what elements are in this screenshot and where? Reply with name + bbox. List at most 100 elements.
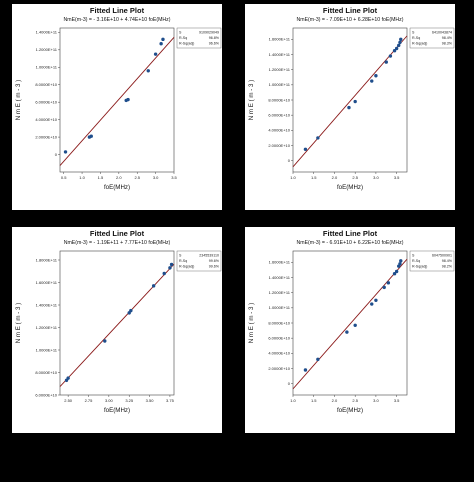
data-point	[151, 284, 156, 288]
x-tick-label: 2.5	[352, 175, 358, 180]
data-point	[316, 357, 320, 362]
chart-svg-2: Fitted Line Plot NmE(m-3) = - 7.09E+10 + …	[248, 6, 455, 191]
stats-label: R-Sq	[412, 259, 420, 263]
y-tick-label: 1.6000E+11	[36, 280, 58, 285]
x-tick-label: 3.75	[166, 398, 175, 403]
fitted-line	[59, 37, 175, 166]
y-tick-label: 8.0000E+10	[35, 82, 57, 87]
data-point	[303, 147, 308, 151]
y-axis-label: N m E ( m - 3 )	[248, 303, 255, 344]
y-tick-label: 1.4000E+11	[36, 30, 58, 35]
stats-value: 98.2%	[442, 265, 453, 269]
stats-label: R-Sq(adj)	[179, 265, 194, 269]
stats-value: 98.4%	[442, 36, 453, 40]
chart-panel-1: Fitted Line Plot NmE(m-3) = - 3.16E+10 + …	[12, 4, 222, 210]
x-tick-label: 2.0	[332, 175, 338, 180]
stats-label: R-Sq(adj)	[179, 42, 194, 46]
data-point	[161, 37, 165, 42]
data-point	[399, 259, 403, 263]
data-point	[394, 269, 399, 274]
data-point	[370, 79, 374, 83]
x-tick-label: 2.5	[134, 175, 140, 180]
x-tick-label: 3.25	[125, 398, 134, 403]
data-point	[397, 43, 401, 48]
y-tick-label: 1.4000E+11	[269, 52, 291, 57]
stats-box	[409, 250, 455, 272]
stats-box	[409, 27, 455, 49]
chart-svg-3: Fitted Line Plot NmE(m-3) = - 1.19E+11 + …	[15, 229, 222, 414]
x-tick-label: 3.50	[146, 398, 155, 403]
stats-value: 9109029049	[199, 31, 219, 35]
y-tick-label: 1.4000E+11	[269, 275, 291, 280]
regression-equation: NmE(m-3) = - 7.09E+10 + 6.28E+10 foE(MHz…	[297, 17, 404, 23]
x-tick-label: 2.75	[85, 398, 94, 403]
y-tick-label: 1.0000E+11	[269, 305, 291, 310]
chart-panel-3: Fitted Line Plot NmE(m-3) = - 1.19E+11 + …	[12, 227, 222, 433]
y-tick-label: 1.2000E+11	[269, 290, 291, 295]
data-point	[386, 281, 391, 285]
fitted-line	[59, 263, 175, 387]
y-tick-label: 1.2000E+11	[36, 47, 58, 52]
data-point	[103, 339, 107, 343]
stats-label: S	[179, 254, 182, 258]
chart-svg-4: Fitted Line Plot NmE(m-3) = - 6.91E+10 + …	[248, 229, 455, 414]
data-point	[394, 46, 399, 51]
y-tick-label: 6.0000E+10	[268, 112, 290, 117]
stats-label: R-Sq	[179, 36, 187, 40]
fitted-line	[292, 35, 408, 168]
data-point	[374, 74, 378, 78]
data-point	[392, 272, 397, 276]
data-point	[66, 376, 70, 380]
x-tick-label: 1.0	[290, 398, 296, 403]
stats-value: 6047500901	[432, 254, 452, 258]
data-point	[392, 49, 397, 53]
y-tick-label: 1.0000E+11	[269, 82, 291, 87]
y-tick-label: 6.0000E+10	[268, 335, 290, 340]
data-point	[159, 42, 163, 46]
x-tick-label: 1.5	[311, 175, 317, 180]
y-tick-label: 8.0000E+10	[268, 97, 290, 102]
y-tick-label: 6.0000E+10	[35, 99, 57, 104]
data-point	[384, 60, 388, 64]
stats-box	[176, 250, 222, 272]
y-tick-label: 1.6000E+11	[269, 37, 291, 42]
data-point	[398, 262, 402, 266]
data-point	[146, 69, 150, 73]
plot-area-frame	[59, 250, 175, 396]
y-tick-label: 1.0000E+11	[36, 65, 58, 70]
y-axis-label: N m E ( m - 3 )	[248, 80, 255, 121]
y-axis-label: N m E ( m - 3 )	[15, 303, 22, 344]
data-point	[129, 308, 133, 313]
y-tick-label: 0	[288, 158, 291, 163]
y-tick-label: 0	[55, 152, 58, 157]
x-axis-label: foE(MHz)	[104, 407, 130, 414]
x-tick-label: 3.0	[373, 398, 379, 403]
x-tick-label: 1.5	[311, 398, 317, 403]
chart-panel-4: Fitted Line Plot NmE(m-3) = - 6.91E+10 + …	[245, 227, 455, 433]
data-point	[399, 37, 403, 42]
stats-value: 99.6%	[209, 265, 220, 269]
data-point	[169, 262, 174, 267]
stats-label: R-Sq(adj)	[412, 42, 427, 46]
x-tick-label: 3.00	[105, 398, 114, 403]
x-tick-label: 3.5	[394, 398, 400, 403]
x-tick-label: 1.5	[98, 175, 104, 180]
stats-value: 2345539110	[199, 254, 219, 258]
chart-panel-2: Fitted Line Plot NmE(m-3) = - 7.09E+10 + …	[245, 4, 455, 210]
stats-label: S	[412, 254, 415, 258]
x-tick-label: 1.0	[290, 175, 296, 180]
regression-equation: NmE(m-3) = - 6.91E+10 + 6.22E+10 foE(MHz…	[297, 240, 404, 246]
data-point	[168, 266, 172, 270]
stats-value: 6410043874	[432, 31, 452, 35]
y-tick-label: 8.0000E+10	[35, 370, 57, 375]
y-tick-label: 0	[288, 381, 291, 386]
data-point	[303, 368, 308, 372]
data-point	[347, 105, 351, 110]
x-tick-label: 2.0	[332, 398, 338, 403]
chart-svg-1: Fitted Line Plot NmE(m-3) = - 3.16E+10 + …	[15, 6, 222, 191]
data-point	[353, 323, 357, 327]
y-tick-label: 2.0000E+10	[35, 134, 57, 139]
data-point	[398, 40, 402, 45]
y-axis-label: N m E ( m - 3 )	[15, 80, 22, 121]
stats-value: 98.4%	[442, 259, 453, 263]
